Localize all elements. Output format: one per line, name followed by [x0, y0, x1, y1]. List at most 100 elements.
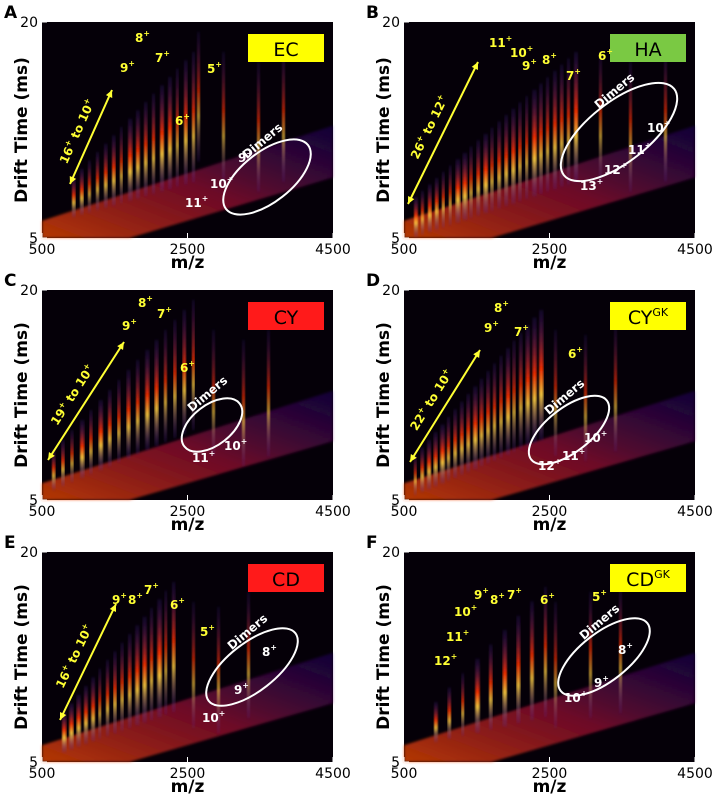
charge-label-sup: +	[120, 591, 127, 600]
y-tick-label: 20	[20, 283, 38, 299]
signal-streak	[192, 300, 195, 430]
signal-streak	[282, 52, 285, 182]
signal-streak	[466, 393, 471, 472]
charge-label: 10+	[224, 437, 247, 453]
x-tick-label: 4500	[677, 242, 713, 258]
y-tick-label: 5	[391, 493, 400, 509]
signal-streak	[192, 52, 195, 182]
charge-label: 10+	[454, 603, 477, 619]
range-label-sup: +	[56, 400, 67, 411]
charge-label-text: 6	[568, 347, 576, 361]
charge-label-text: 11	[489, 36, 506, 50]
signal-streak	[479, 378, 484, 467]
range-label-sup: +	[59, 663, 70, 673]
sample-tag-name: HA	[634, 39, 661, 61]
charge-label-text: 7	[566, 69, 574, 83]
range-label-text: 26	[408, 140, 428, 161]
charge-label: 13+	[580, 177, 603, 193]
signal-streak	[72, 177, 76, 217]
signal-streak	[128, 118, 133, 201]
charge-label: 10+	[564, 689, 587, 705]
charge-label: 9+	[474, 586, 489, 602]
charge-label-text: 11	[185, 196, 202, 210]
charge-label: 9+	[120, 59, 135, 75]
charge-label: 9+	[594, 674, 609, 690]
range-arrowhead	[69, 176, 77, 184]
signal-streak	[519, 332, 523, 449]
signal-streak	[136, 360, 140, 454]
charge-label-text: 11	[192, 451, 209, 465]
signal-streak	[108, 390, 112, 466]
signal-streak	[483, 133, 488, 214]
signal-streak	[462, 152, 468, 221]
signal-streak	[532, 317, 537, 443]
signal-streak	[212, 330, 215, 456]
charge-label-text: 13	[580, 179, 597, 193]
charge-label-text: 6	[170, 598, 178, 612]
charge-label: 10+	[202, 709, 225, 725]
panel-letter: D	[366, 271, 380, 291]
signal-streak	[172, 582, 176, 712]
y-tick-label: 5	[391, 231, 400, 247]
signal-streak	[164, 330, 167, 442]
charge-label: 11+	[628, 141, 651, 157]
signal-streak	[427, 184, 432, 233]
signal-streak	[427, 439, 432, 490]
charge-label-text: 9	[522, 59, 530, 73]
signal-streak	[512, 340, 516, 452]
y-axis-label: Drift Time (ms)	[374, 57, 394, 203]
charge-label-text: 9	[122, 319, 130, 333]
range-arrowhead	[48, 452, 55, 460]
signal-streak	[516, 615, 521, 724]
charge-label: 7+	[144, 581, 159, 597]
sample-tag-box	[610, 302, 686, 330]
signal-streak	[434, 178, 439, 230]
charge-label: 9+	[234, 681, 249, 697]
charge-label-sup: +	[527, 44, 534, 53]
charge-label-text: 10	[202, 711, 219, 725]
signal-band	[42, 125, 333, 238]
charge-label: 6+	[568, 345, 583, 361]
signal-streak	[144, 102, 148, 196]
charge-label-text: 10	[584, 431, 601, 445]
signal-streak	[176, 68, 179, 187]
signal-streak	[98, 668, 102, 739]
signal-streak	[420, 447, 424, 493]
signal-streak	[553, 70, 557, 190]
charge-label-text: 11	[628, 143, 645, 157]
signal-streak	[145, 350, 150, 450]
charge-label: 6+	[540, 591, 555, 607]
charge-label-sup: +	[209, 449, 216, 458]
charge-label-text: 12	[434, 654, 451, 668]
charge-label-text: 6	[175, 114, 183, 128]
sample-tag: CD	[248, 564, 324, 592]
sample-tag: CDGK	[610, 564, 686, 592]
x-tick-label: 2500	[170, 242, 206, 258]
charge-label-text: 11	[446, 630, 463, 644]
charge-label-text: 10	[564, 691, 581, 705]
range-label-sup: +	[79, 622, 90, 632]
charge-label-text: 7	[507, 588, 515, 602]
sample-tag: CYGK	[610, 302, 686, 330]
signal-streak	[619, 587, 622, 713]
sample-tag-text: HA	[634, 39, 661, 61]
signal-streak	[160, 85, 165, 192]
signal-streak	[184, 60, 188, 185]
dimer-ellipse	[180, 397, 244, 453]
charge-label-sup: +	[606, 47, 613, 56]
signal-streak	[461, 673, 465, 736]
signal-streak	[70, 430, 74, 482]
range-arrow	[47, 341, 125, 461]
charge-label: 6+	[180, 359, 195, 375]
sample-tag-text: EC	[273, 39, 298, 61]
y-axis-label: Drift Time (ms)	[12, 322, 32, 468]
x-tick-label: 2500	[532, 766, 568, 782]
charge-label-text: 8	[490, 593, 498, 607]
signal-streak	[629, 62, 632, 192]
charge-label: 6+	[175, 112, 190, 128]
